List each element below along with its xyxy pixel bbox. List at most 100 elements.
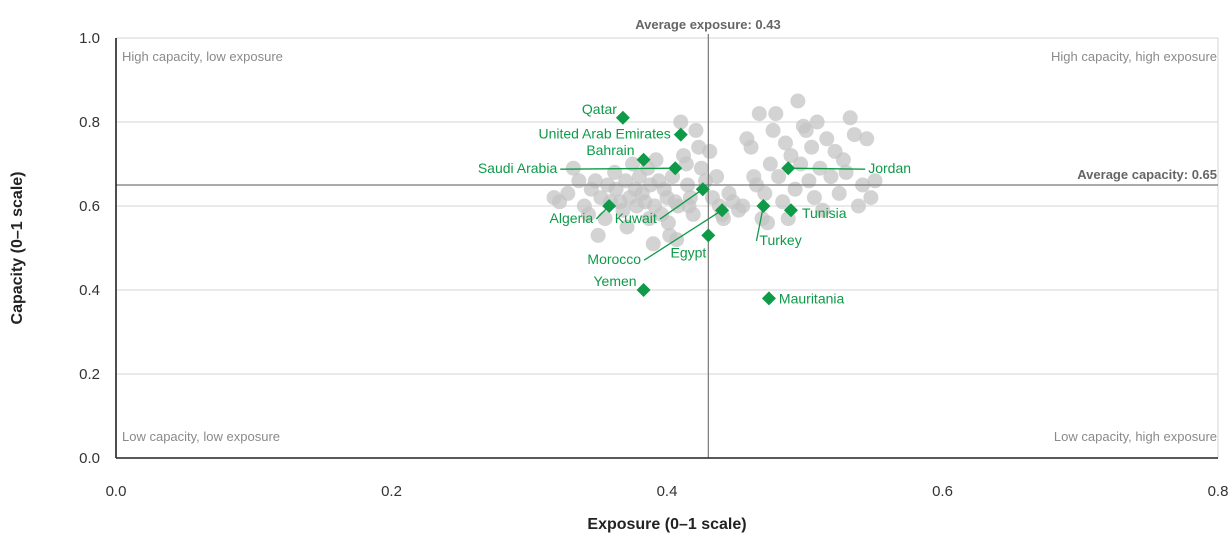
other-country-point [743, 139, 759, 155]
other-country-point [673, 114, 689, 130]
highlighted-countries-points [602, 110, 798, 306]
other-country-point [765, 122, 781, 138]
average-reference-lines [116, 34, 1218, 458]
average-capacity-label: Average capacity: 0.65 [1077, 167, 1217, 182]
y-tick-label: 0.6 [79, 198, 100, 215]
other-countries-points [546, 93, 883, 252]
other-country-point [615, 202, 631, 218]
other-country-point [678, 156, 694, 172]
other-country-point [775, 194, 791, 210]
leader-line [659, 188, 704, 220]
other-country-point [580, 206, 596, 222]
other-country-point [625, 156, 641, 172]
highlighted-country-point [636, 152, 651, 167]
y-tick-label: 0.8 [79, 114, 100, 131]
other-country-point [798, 122, 814, 138]
other-country-point [702, 143, 718, 159]
axes: 0.0 0.2 0.4 0.6 0.8 1.0 0.0 0.2 0.4 0.6 0.8 [79, 30, 1228, 500]
other-country-point [645, 236, 661, 252]
other-country-point [762, 156, 778, 172]
other-country-point [693, 160, 709, 176]
other-country-point [806, 190, 822, 206]
other-country-point [819, 131, 835, 147]
x-tick-label: 0.8 [1208, 483, 1229, 500]
other-country-point [771, 169, 787, 185]
label-leader-lines [560, 167, 866, 261]
other-country-point [709, 169, 725, 185]
other-country-point [571, 173, 587, 189]
country-label: Qatar [582, 101, 617, 117]
y-tick-label: 0.2 [79, 366, 100, 383]
country-label: Egypt [671, 244, 707, 260]
other-country-point [850, 198, 866, 214]
other-country-point [835, 152, 851, 168]
other-country-point [859, 131, 875, 147]
y-axis-title: Capacity (0–1 scale) [9, 172, 26, 325]
country-label: Morocco [587, 251, 641, 267]
other-country-point [831, 185, 847, 201]
other-country-point [801, 173, 817, 189]
highlighted-country-point [673, 127, 688, 142]
country-label: Jordan [868, 160, 911, 176]
highlighted-country-point [701, 228, 716, 243]
leader-line [643, 209, 723, 261]
other-country-point [590, 227, 606, 243]
other-country-point [804, 139, 820, 155]
highlighted-country-point [695, 182, 710, 197]
quadrant-label-top-left: High capacity, low exposure [122, 49, 283, 64]
other-country-point [641, 211, 657, 227]
highlighted-country-point [636, 283, 651, 297]
other-country-point [846, 127, 862, 143]
other-country-point [735, 198, 751, 214]
x-tick-label: 0.6 [932, 483, 953, 500]
quadrant-label-top-right: High capacity, high exposure [1051, 49, 1217, 64]
country-label: Kuwait [615, 210, 657, 226]
country-label: United Arab Emirates [538, 126, 670, 142]
highlighted-country-point [781, 161, 796, 176]
highlighted-country-point [783, 203, 798, 218]
other-country-point [823, 169, 839, 185]
leader-line [788, 167, 866, 170]
other-country-point [648, 152, 664, 168]
other-country-point [597, 211, 613, 227]
other-country-point [790, 93, 806, 109]
leader-line [560, 167, 676, 170]
other-country-point [787, 181, 803, 197]
x-tick-label: 0.4 [657, 483, 678, 500]
other-country-point [560, 185, 576, 201]
other-country-point [768, 106, 784, 122]
x-tick-label: 0.2 [381, 483, 402, 500]
highlighted-country-point [615, 110, 630, 125]
highlighted-country-point [602, 199, 617, 213]
y-tick-label: 0.4 [79, 282, 100, 299]
other-country-point [757, 185, 773, 201]
country-label: Algeria [550, 210, 594, 226]
other-country-point [681, 198, 697, 214]
other-country-point [660, 215, 676, 231]
leader-line [755, 205, 765, 242]
other-country-point [842, 110, 858, 126]
other-country-point [838, 164, 854, 180]
quadrant-labels: High capacity, low exposure High capacit… [122, 49, 1217, 444]
other-country-point [863, 190, 879, 206]
other-country-point [793, 156, 809, 172]
country-label: Turkey [759, 232, 801, 248]
country-label: Mauritania [779, 290, 845, 306]
country-label: Saudi Arabia [478, 160, 558, 176]
y-tick-label: 0.0 [79, 450, 100, 467]
highlighted-country-point [715, 203, 730, 218]
country-label: Tunisia [802, 205, 847, 221]
y-tick-label: 1.0 [79, 30, 100, 47]
other-country-point [809, 114, 825, 130]
highlighted-country-point [761, 291, 776, 306]
other-country-point [751, 106, 767, 122]
other-country-point [783, 148, 799, 164]
x-tick-label: 0.0 [106, 483, 127, 500]
highlighted-country-point [668, 161, 683, 176]
average-exposure-label: Average exposure: 0.43 [635, 17, 780, 32]
country-label: Yemen [594, 273, 637, 289]
country-label: Bahrain [586, 142, 634, 158]
other-country-point [688, 122, 704, 138]
